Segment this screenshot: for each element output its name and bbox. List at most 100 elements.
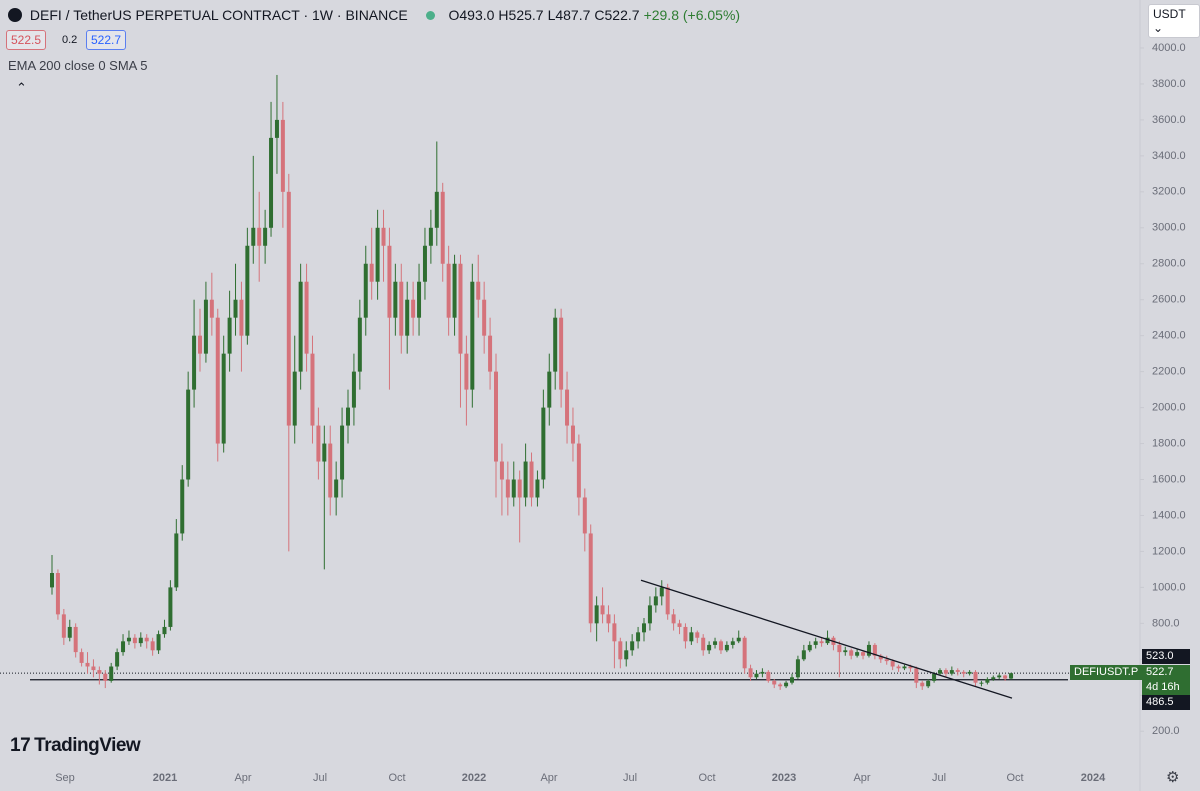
candle-body (920, 682, 925, 687)
candle-body (405, 299, 410, 336)
candle-body (428, 227, 433, 246)
candle-body (843, 650, 848, 653)
candle-body (316, 425, 321, 462)
candle-body (322, 443, 327, 462)
candle-body (251, 227, 256, 246)
candle-body (742, 637, 747, 669)
candle-body (600, 605, 605, 615)
candle-body (411, 299, 416, 318)
x-tick-label: Oct (698, 772, 715, 784)
candle-body (523, 461, 528, 498)
candle-body (310, 353, 315, 426)
candle-body (748, 668, 753, 678)
symbol[interactable]: DEFI / TetherUS PERPETUAL CONTRACT · 1W … (29, 7, 408, 23)
candle-body (1009, 673, 1014, 679)
indicator[interactable]: EMA 200 close 0 SMA 5 (8, 58, 148, 73)
candle-body (784, 682, 789, 687)
y-tick-label: 3000.0 (1152, 222, 1186, 234)
candle-body (630, 641, 635, 651)
candle-body (109, 666, 114, 681)
candle-body (269, 137, 274, 228)
candle-body (292, 371, 297, 426)
candle-body (221, 353, 226, 444)
last-price-symbol: DEFIUSDT.P (1070, 665, 1143, 680)
x-tick-label: 2022 (462, 772, 486, 784)
candle-body (588, 533, 593, 624)
candle-body (298, 281, 303, 372)
candle-body (381, 227, 386, 246)
candle-body (488, 335, 493, 372)
candle-body (807, 644, 812, 651)
candle-body (902, 666, 907, 669)
candle-body (943, 670, 948, 674)
candle-body (203, 299, 208, 354)
x-tick-label: 2024 (1081, 772, 1106, 784)
candle-body (713, 641, 718, 645)
candle-body (938, 670, 942, 674)
candle-body (565, 389, 570, 426)
settings[interactable]: ⚙ (1166, 769, 1180, 786)
spread: 0.2 (62, 34, 78, 46)
candle-body (559, 317, 564, 390)
open: O493.0 (448, 7, 495, 23)
candle-body (55, 573, 60, 615)
candle-body (340, 425, 345, 480)
candle-body (233, 299, 238, 318)
candle-body (730, 641, 735, 645)
candle-body (718, 641, 723, 651)
candle-body (884, 659, 889, 662)
candle-body (67, 626, 72, 638)
candle-body (511, 479, 516, 498)
candle-body (499, 461, 504, 480)
candle-body (695, 632, 700, 638)
candle-body (132, 637, 137, 644)
candle-body (334, 479, 339, 498)
candle-body (440, 191, 445, 264)
candle-body (417, 281, 422, 318)
candle-body (446, 263, 451, 318)
status-dot (425, 11, 435, 20)
candle-body (198, 335, 202, 354)
ohlc: O493.0 H525.7 L487.7 C522.7 +29.8 (+6.05%) (448, 7, 744, 23)
candle-body (973, 671, 978, 683)
currency[interactable]: USDT ⌄ (1148, 4, 1200, 38)
y-tick-label: 1200.0 (1152, 545, 1186, 557)
ask[interactable]: 522.7 (86, 30, 127, 50)
candle-body (103, 673, 108, 681)
candle-body (866, 644, 871, 656)
candle-body (274, 119, 279, 138)
currency-label: USDT (1153, 7, 1186, 21)
candle-body (138, 637, 143, 644)
candle-body (890, 661, 895, 667)
candle-body (949, 670, 954, 674)
candle-body (126, 637, 131, 642)
y-tick-label: 800.0 (1152, 617, 1180, 629)
candle-body (399, 281, 404, 336)
candle-body (85, 662, 90, 667)
y-tick-label: 4000.0 (1152, 42, 1186, 54)
y-tick-label: 3800.0 (1152, 78, 1186, 90)
candle-body (464, 353, 469, 390)
collapse[interactable]: ⌃ (16, 80, 27, 95)
candle-body (878, 655, 883, 660)
candle-body (582, 497, 587, 534)
y-tick-label: 2400.0 (1152, 330, 1186, 342)
candle-body (239, 299, 244, 336)
candle-body (961, 671, 966, 674)
candle-body (955, 670, 960, 672)
x-tick-label: Jul (623, 772, 637, 784)
candle-body (1003, 675, 1008, 679)
y-tick-label: 1000.0 (1152, 581, 1186, 593)
candle-body (636, 632, 641, 642)
candle-body (701, 637, 706, 651)
y-tick-label: 3200.0 (1152, 186, 1186, 198)
candle-body (665, 587, 670, 615)
bid[interactable]: 522.5 (6, 30, 47, 50)
candle-body (50, 573, 54, 588)
candle-body (346, 407, 350, 426)
x-tick-label: 2023 (772, 772, 796, 784)
x-tick-label: Apr (853, 772, 870, 784)
candle-body (624, 650, 629, 660)
candle-body (168, 587, 173, 627)
